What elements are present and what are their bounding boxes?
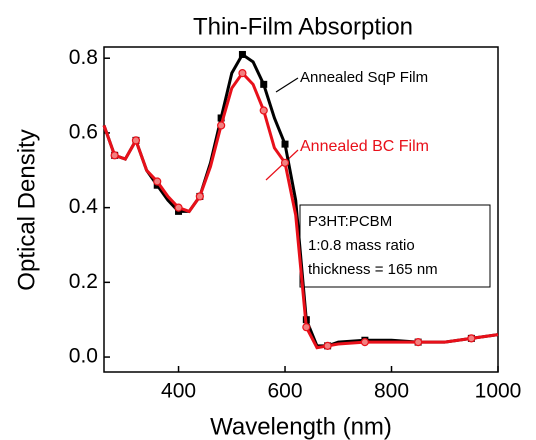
marker: [238, 69, 247, 78]
annotation-text: P3HT:PCBM: [308, 213, 392, 230]
marker: [217, 121, 226, 130]
marker: [281, 140, 289, 148]
marker: [323, 341, 332, 350]
annotation-text: thickness = 165 nm: [308, 261, 438, 278]
marker: [467, 334, 476, 343]
marker: [414, 338, 423, 347]
x-tick-label: 800: [374, 380, 409, 403]
x-tick-label: 600: [268, 380, 303, 403]
marker: [195, 192, 204, 201]
annotation-text: 1:0.8 mass ratio: [308, 237, 415, 254]
marker: [110, 151, 119, 160]
y-tick-label: 0.6: [69, 120, 98, 143]
marker: [302, 323, 311, 332]
marker: [153, 177, 162, 186]
chart-title: Thin-Film Absorption: [193, 13, 413, 40]
marker: [260, 80, 268, 88]
marker: [131, 136, 141, 145]
marker: [360, 338, 369, 347]
x-tick-label: 400: [161, 380, 196, 403]
y-tick-label: 0.2: [69, 270, 98, 293]
series-label: Annealed BC Film: [300, 138, 429, 155]
marker: [259, 106, 268, 115]
series-line: [102, 52, 499, 348]
y-tick-label: 0.8: [69, 46, 98, 69]
marker: [238, 50, 246, 58]
plot-frame: [103, 46, 499, 373]
marker: [280, 158, 290, 167]
annotation-arrow: [275, 77, 299, 93]
y-tick-label: 0.0: [69, 345, 98, 368]
series-line: [102, 70, 499, 350]
y-axis-label: Optical Density: [13, 129, 40, 290]
series-label: Annealed SqP Film: [300, 69, 428, 86]
y-tick-label: 0.4: [69, 195, 99, 218]
x-tick-label: 1000: [475, 380, 522, 403]
x-axis-label: Wavelength (nm): [210, 413, 392, 440]
marker: [174, 203, 183, 212]
marker: [217, 114, 225, 122]
